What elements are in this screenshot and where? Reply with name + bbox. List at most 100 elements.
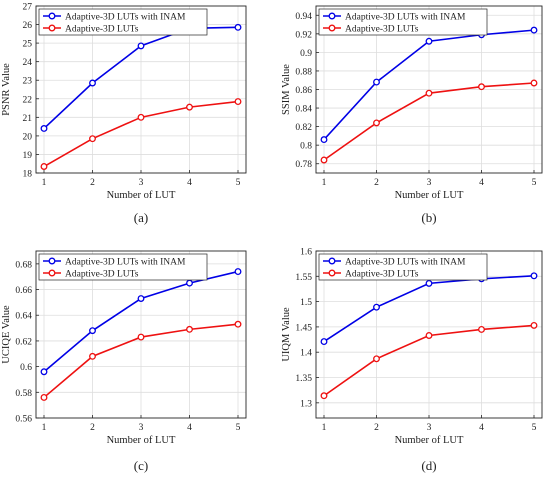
legend-entry-1: Adaptive-3D LUTs with INAM [345, 12, 466, 22]
legend-entry-1: Adaptive-3D LUTs with INAM [65, 257, 186, 267]
data-point-s1-4 [186, 279, 193, 287]
x-tick-label-4: 5 [532, 178, 537, 188]
y-tick-label-1: 19 [23, 151, 33, 161]
data-point-s1-5 [234, 23, 242, 31]
legend-entry-1: Adaptive-3D LUTs with INAM [345, 257, 466, 267]
y-tick-label-2: 0.82 [295, 123, 312, 133]
x-tick-label-4: 5 [532, 423, 537, 433]
data-point-s2-2 [89, 135, 96, 143]
x-tick-label-4: 5 [236, 178, 241, 188]
x-tick-label-0: 1 [322, 423, 327, 433]
legend-marker-1 [328, 12, 336, 20]
x-tick-label-0: 1 [322, 178, 327, 188]
data-point-s1-5 [530, 26, 538, 34]
x-tick-label-2: 3 [139, 178, 144, 188]
data-point-s1-3 [425, 279, 433, 287]
y-tick-label-8: 0.94 [295, 12, 312, 22]
legend-entry-1: Adaptive-3D LUTs with INAM [65, 12, 186, 22]
x-axis-label: Number of LUT [107, 190, 176, 201]
y-tick-label-2: 20 [23, 132, 33, 142]
data-point-s2-5 [530, 79, 538, 87]
data-point-s1-3 [137, 295, 145, 302]
y-tick-label-7: 25 [23, 40, 33, 50]
y-tick-label-3: 21 [23, 114, 33, 124]
y-tick-label-2: 0.6 [20, 363, 32, 373]
y-tick-label-6: 24 [23, 58, 33, 68]
y-tick-label-1: 1.35 [295, 374, 312, 384]
legend-marker-1 [328, 257, 336, 265]
data-point-s2-3 [137, 333, 145, 341]
legend-box [318, 253, 488, 281]
data-point-s1-5 [530, 272, 538, 280]
y-tick-label-8: 26 [23, 21, 33, 31]
x-tick-label-3: 4 [479, 423, 484, 433]
data-point-s1-1 [320, 136, 328, 144]
y-tick-label-7: 0.92 [295, 30, 312, 40]
legend-marker-1 [48, 257, 56, 265]
data-point-s2-1 [320, 156, 328, 164]
legend-marker-2 [48, 269, 56, 277]
x-axis-label: Number of LUT [107, 435, 176, 446]
x-tick-label-3: 4 [479, 178, 484, 188]
data-point-s2-3 [425, 89, 433, 97]
legend-entry-2: Adaptive-3D LUTs [345, 24, 419, 34]
x-tick-label-1: 2 [90, 178, 95, 188]
y-tick-label-6: 0.9 [300, 49, 312, 59]
y-tick-label-5: 23 [23, 77, 33, 87]
data-point-s2-3 [137, 113, 145, 121]
data-point-s2-1 [40, 163, 48, 170]
data-point-s1-2 [89, 327, 96, 335]
data-point-s1-3 [425, 37, 433, 45]
y-tick-label-4: 0.86 [295, 86, 312, 96]
y-tick-label-3: 0.62 [15, 337, 32, 347]
legend-marker-2 [328, 24, 336, 32]
y-tick-label-6: 0.68 [15, 260, 32, 270]
data-point-s1-1 [320, 338, 328, 346]
data-point-s2-4 [186, 103, 193, 111]
y-tick-label-4: 1.5 [300, 298, 312, 308]
y-tick-label-0: 0.78 [295, 160, 312, 170]
x-axis-label: Number of LUT [395, 190, 464, 201]
y-axis-label: SSIM Value [281, 64, 292, 115]
data-point-s2-4 [478, 325, 485, 333]
x-tick-label-3: 4 [187, 423, 192, 433]
data-point-s2-4 [478, 83, 485, 91]
panel-caption: (b) [421, 210, 436, 225]
y-tick-label-2: 1.4 [300, 349, 312, 359]
data-point-s2-1 [320, 392, 328, 400]
legend-entry-2: Adaptive-3D LUTs [65, 24, 139, 34]
y-tick-label-5: 1.55 [295, 273, 312, 283]
y-tick-label-4: 22 [23, 95, 33, 105]
y-tick-label-0: 0.56 [15, 415, 32, 425]
x-tick-label-2: 3 [139, 423, 144, 433]
data-point-s1-1 [40, 368, 48, 376]
chart-panel-3: 0.56 0.58 0.6 0.62 0.64 0.66 0.68 1 2 3 4 5 Number o… [1, 250, 247, 473]
y-tick-label-6: 1.6 [300, 248, 312, 258]
x-tick-label-0: 1 [42, 423, 47, 433]
legend-box [318, 8, 488, 36]
panel-caption: (a) [134, 210, 148, 225]
y-axis-label: UIQM Value [281, 307, 292, 362]
legend-marker-1 [48, 12, 56, 20]
y-axis-label: UCIQE Value [1, 305, 12, 364]
data-point-s1-2 [373, 78, 380, 86]
y-tick-label-5: 0.88 [295, 67, 312, 77]
x-tick-label-2: 3 [427, 178, 432, 188]
y-tick-label-0: 1.3 [300, 399, 312, 409]
y-tick-label-0: 18 [23, 170, 33, 180]
data-point-s2-5 [234, 320, 242, 328]
x-tick-label-1: 2 [374, 178, 379, 188]
y-tick-label-3: 0.84 [295, 105, 312, 115]
y-axis-label: PSNR Value [1, 63, 12, 116]
y-tick-label-9: 27 [23, 3, 33, 13]
legend-box [38, 8, 208, 36]
data-point-s2-4 [186, 325, 193, 333]
data-point-s2-2 [373, 355, 380, 363]
y-tick-label-5: 0.66 [15, 286, 32, 296]
x-tick-label-0: 1 [42, 178, 47, 188]
data-point-s2-5 [234, 98, 242, 106]
x-tick-label-3: 4 [187, 178, 192, 188]
data-point-s1-2 [89, 79, 96, 87]
